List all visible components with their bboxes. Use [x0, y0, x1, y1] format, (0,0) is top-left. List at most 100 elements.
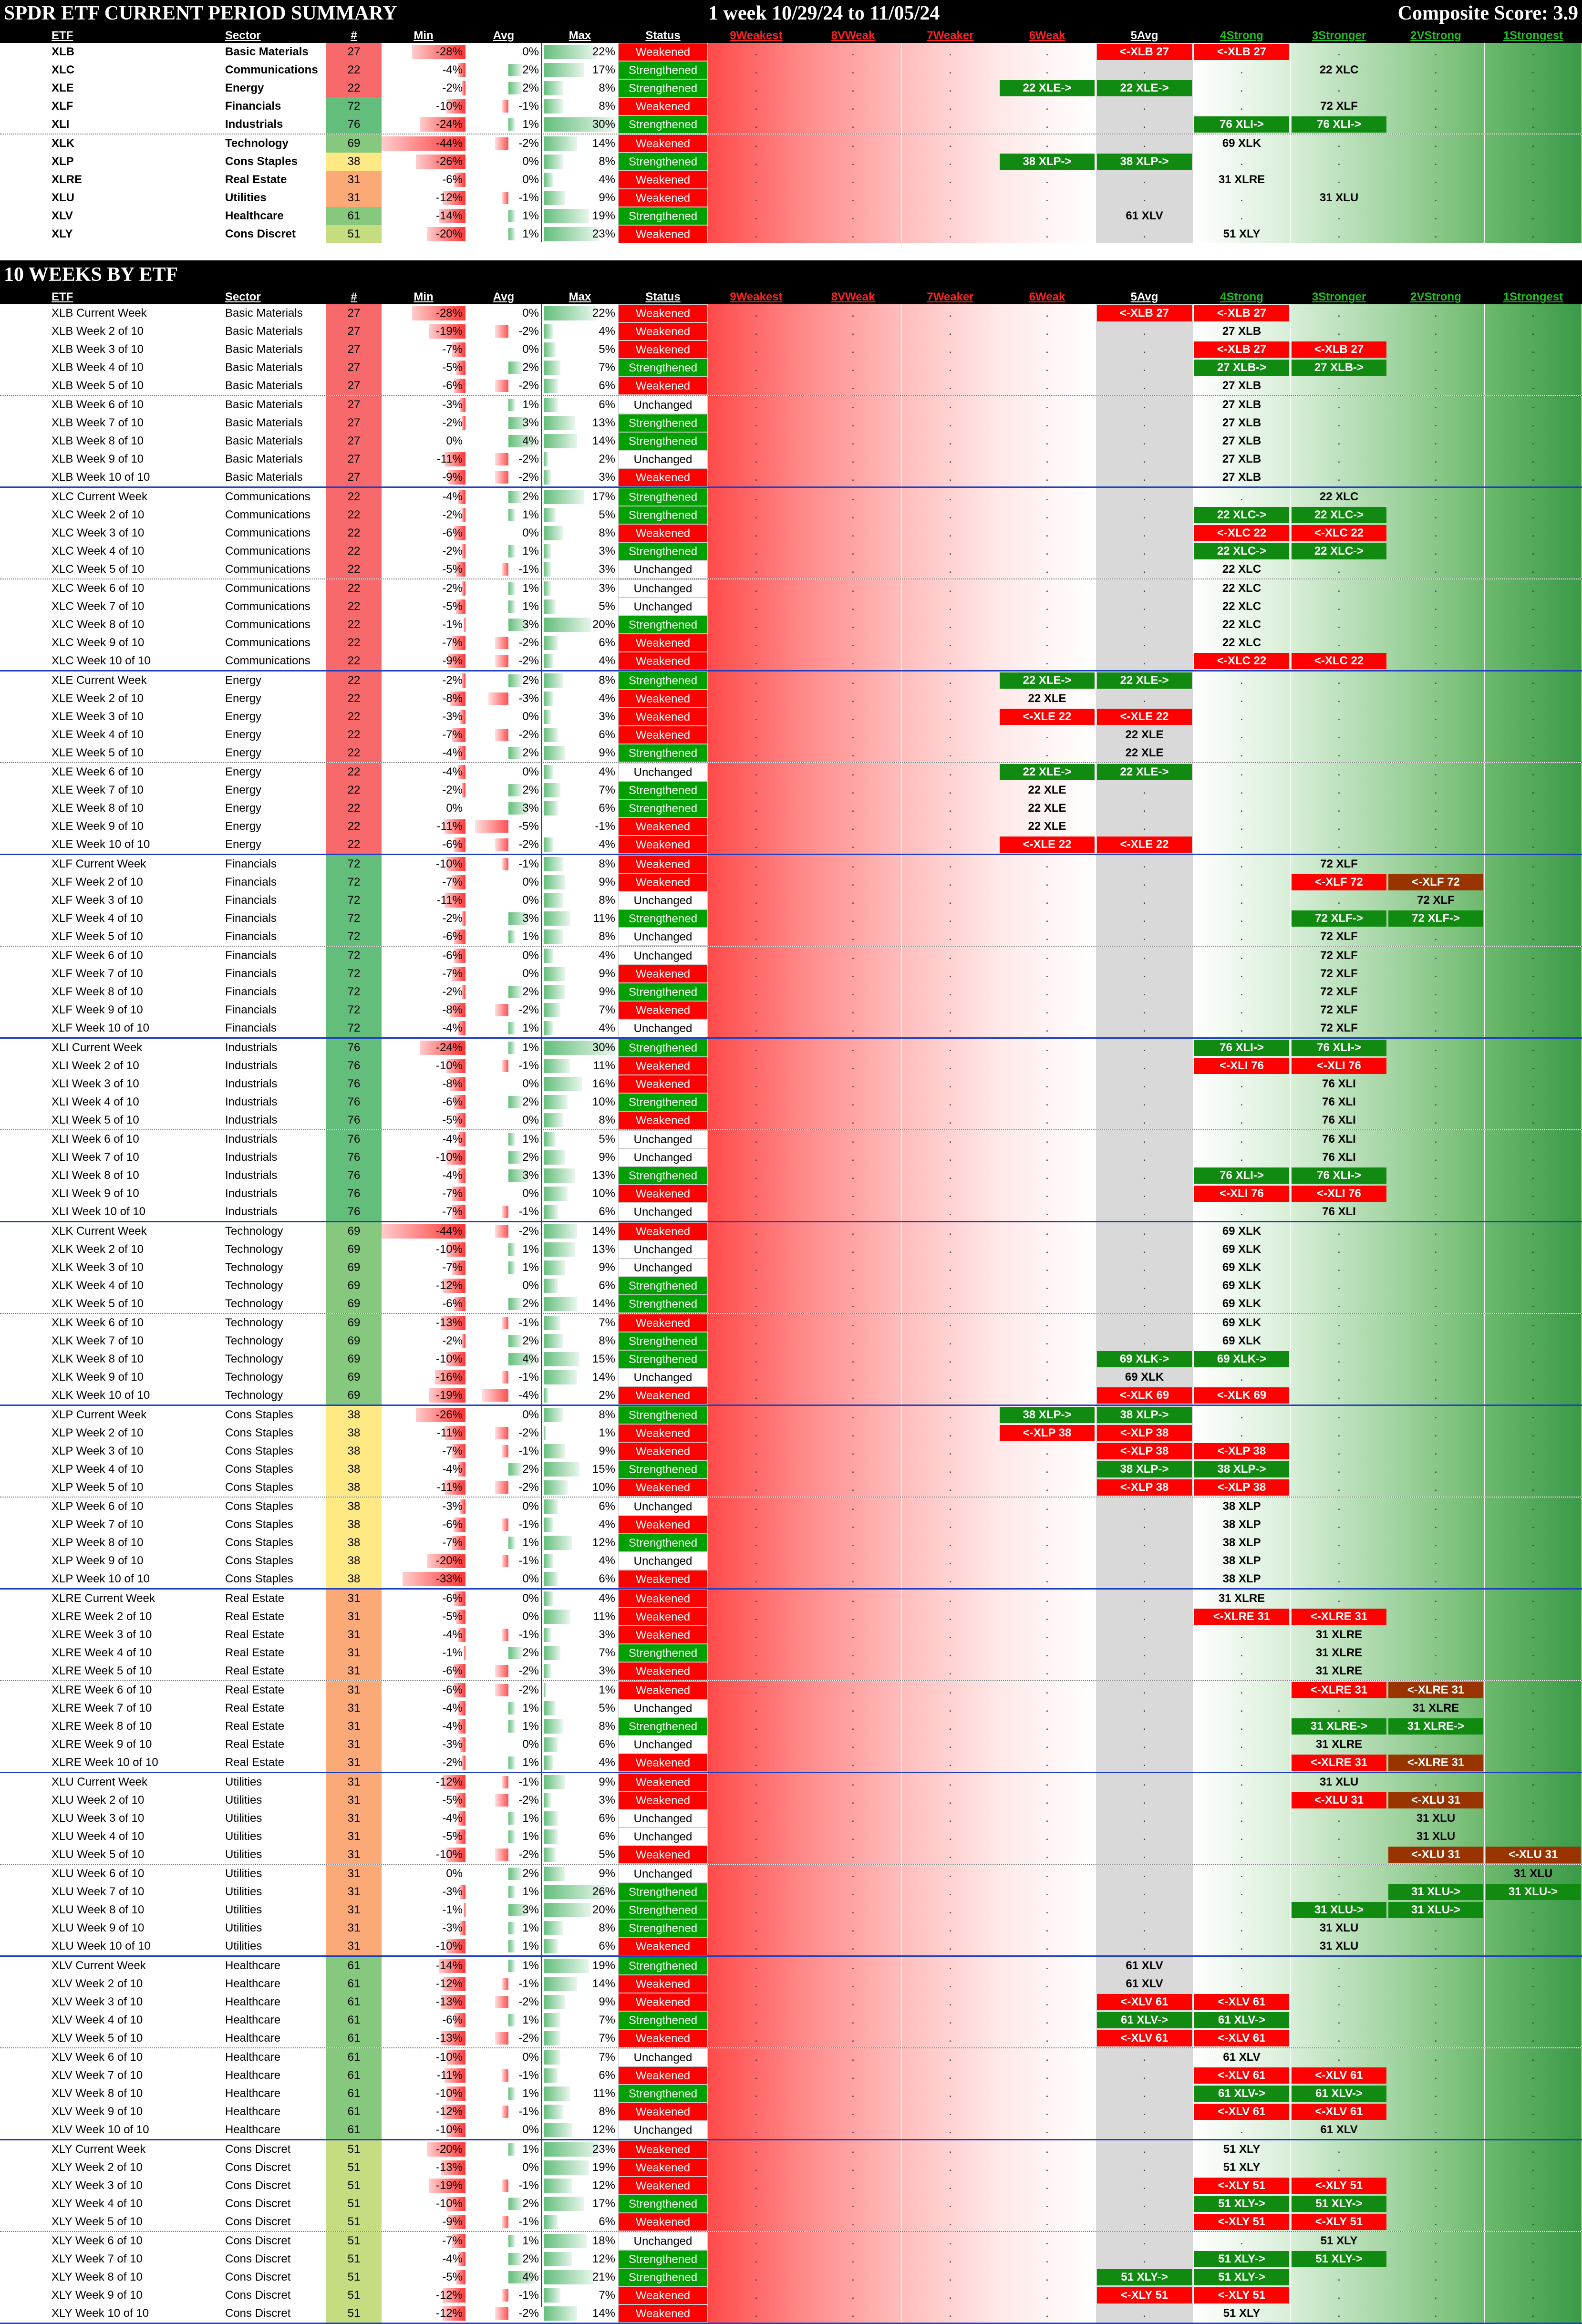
weekly-col-sector: Sector — [225, 290, 261, 303]
count-cell: 22 — [326, 708, 382, 726]
zone-cell: . — [999, 873, 1096, 891]
count-cell: 31 — [326, 1717, 382, 1735]
avg-value: 4% — [522, 434, 539, 447]
min-value: -7% — [442, 1536, 463, 1549]
zone-cell: . — [999, 171, 1096, 189]
zone-cell: . — [708, 377, 805, 395]
min-value: 0% — [446, 802, 463, 815]
avg-value: 0% — [522, 343, 539, 356]
max-value: 6% — [599, 1572, 615, 1585]
min-bar — [416, 155, 465, 169]
zone-cell: . — [1096, 2121, 1193, 2139]
zone-cell: . — [1193, 1406, 1290, 1424]
zone-cell: . — [1096, 1570, 1193, 1588]
zone-cell: . — [1485, 225, 1582, 243]
sector-name: Technology — [225, 1353, 283, 1365]
table-row: ....... XLY Week 5 of 10 Cons Discret 51 -9%… — [0, 2213, 1582, 2232]
rank-marker: 76 XLI-> — [1194, 1040, 1289, 1056]
zone-cell: . — [1387, 2286, 1484, 2304]
zone-cell: . — [1387, 432, 1484, 450]
status-badge: Weakened — [618, 2159, 708, 2177]
zone-cell: . — [1096, 799, 1193, 817]
max-bar — [544, 710, 551, 724]
rank-marker: <-XLV 61 — [1097, 1994, 1192, 2010]
zone-cell: . — [1193, 1699, 1290, 1717]
min-bar — [445, 452, 465, 466]
zone-cell: . — [1291, 1277, 1387, 1295]
zone-cell: . — [1485, 1424, 1582, 1442]
sector-name: Energy — [225, 784, 262, 796]
zone-cell: . — [1193, 671, 1290, 690]
table-row: ....... XLY Week 7 of 10 Cons Discret 51 -4%… — [0, 2250, 1582, 2268]
zone-cell: . — [999, 1681, 1096, 1699]
zone-cell: . — [1387, 2121, 1484, 2139]
min-bar — [456, 361, 465, 375]
status-badge: Unchanged — [618, 598, 708, 616]
max-bar — [544, 562, 551, 577]
zone-cell: . — [902, 1424, 999, 1442]
zone-cell: . — [902, 1828, 999, 1846]
zone-cell: . — [708, 1570, 805, 1588]
zone-cell: . — [1485, 43, 1582, 61]
status-badge: Strengthened — [618, 2250, 708, 2268]
min-value: -6% — [442, 949, 463, 962]
max-value: -1% — [595, 820, 615, 833]
zone-cell: . — [999, 1754, 1096, 1772]
min-bar — [452, 728, 465, 742]
sector-name: Technology — [225, 1225, 283, 1238]
max-bar — [544, 45, 596, 59]
zone-cell: . — [999, 322, 1096, 341]
max-value: 11% — [593, 1610, 615, 1623]
avg-bar — [502, 563, 508, 576]
weekly-zone-5avg: 5Avg — [1130, 290, 1158, 303]
zone-cell: . — [902, 1865, 999, 1883]
zone-cell: . — [708, 726, 805, 744]
rank-marker: 51 XLY — [1320, 2234, 1358, 2247]
zone-cell: . — [999, 1828, 1096, 1846]
etf-name: XLE Week 2 of 10 — [52, 692, 144, 705]
max-value: 4% — [599, 838, 615, 851]
rank-marker: 31 XLU — [1416, 1830, 1456, 1843]
zone-cell: . — [999, 1093, 1096, 1111]
status-badge: Strengthened — [618, 671, 708, 690]
zone-cell: . — [1291, 2029, 1387, 2047]
zone-cell: . — [1193, 1148, 1290, 1167]
etf-name: XLF Week 8 of 10 — [52, 985, 143, 998]
zone-cell — [1193, 560, 1290, 578]
max-value: 15% — [592, 1353, 615, 1365]
avg-value: 0% — [522, 1592, 539, 1605]
zone-cell: . — [1193, 817, 1290, 836]
rank-marker: <-XLU 31 — [1388, 1847, 1483, 1863]
sector-name: Financials — [225, 912, 277, 925]
zone-cell: . — [1096, 1148, 1193, 1167]
min-value: -6% — [442, 379, 463, 392]
zone-cell: . — [708, 432, 805, 450]
count-cell: 38 — [326, 1442, 382, 1460]
table-row: ....... XLY Week 9 of 10 Cons Discret 51 -12… — [0, 2286, 1582, 2304]
zone-cell: . — [708, 836, 805, 854]
sector-name: Basic Materials — [225, 453, 303, 465]
zone-cell — [1193, 634, 1290, 652]
count-cell: 72 — [326, 928, 382, 946]
avg-value: 2% — [522, 1646, 539, 1659]
avg-value: 1% — [522, 2143, 539, 2156]
rank-marker: 27 XLB — [1222, 434, 1261, 447]
zone-cell — [1193, 171, 1290, 189]
sector-name: Healthcare — [225, 2032, 281, 2045]
table-row: ........ XLF Week 9 of 10 Financials 72 -8% -… — [0, 1001, 1582, 1019]
count-cell: 38 — [326, 1460, 382, 1478]
zone-cell: . — [805, 225, 901, 243]
zone-cell: . — [805, 1424, 901, 1442]
table-row: ........ XLRE Real Estate 31 -6% 0% 4% Weakened… — [0, 171, 1582, 189]
avg-value: -2% — [518, 1225, 539, 1238]
zone-cell: . — [1291, 2159, 1387, 2177]
etf-name: XLF Week 2 of 10 — [52, 876, 143, 888]
zone-cell: . — [1193, 1773, 1290, 1791]
min-value: -4% — [442, 1133, 463, 1146]
table-row: ........ XLP Week 6 of 10 Cons Staples 38 -3… — [0, 1498, 1582, 1516]
zone-cell: . — [1291, 1406, 1387, 1424]
status-badge: Strengthened — [618, 488, 708, 506]
min-value: -12% — [435, 191, 463, 204]
zone-cell: . — [1387, 1332, 1484, 1350]
zone-cell: . — [902, 61, 999, 79]
